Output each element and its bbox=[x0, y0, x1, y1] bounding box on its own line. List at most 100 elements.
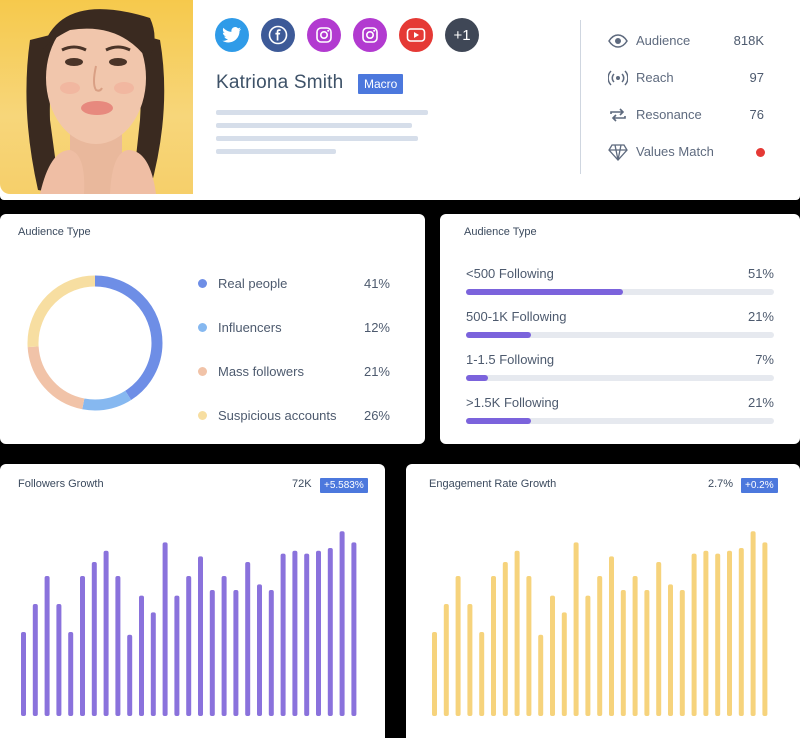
legend-label: Real people bbox=[218, 276, 288, 291]
chart-bar bbox=[292, 550, 298, 716]
twitter-icon[interactable] bbox=[215, 18, 249, 52]
stat-label: Values Match bbox=[636, 144, 714, 159]
profile-photo bbox=[0, 0, 193, 194]
chart-bar bbox=[233, 590, 239, 716]
chart-bar bbox=[316, 550, 321, 716]
following-label: <500 Following bbox=[466, 266, 554, 281]
progress-fill bbox=[466, 418, 531, 424]
chart-bar bbox=[304, 553, 310, 716]
chart-bar bbox=[715, 553, 721, 716]
more-socials-button[interactable]: +1 bbox=[445, 18, 479, 52]
progress-fill bbox=[466, 332, 531, 338]
repeat-icon bbox=[610, 108, 626, 122]
chart-bar bbox=[245, 562, 251, 716]
chart-bar bbox=[597, 576, 603, 716]
placeholder-line bbox=[216, 123, 412, 128]
legend-item-mass-followers: Mass followers 21% bbox=[196, 363, 396, 381]
followers-bar-chart bbox=[21, 531, 357, 716]
profile-card: +1 Katriona Smith Macro Audience 818K Re… bbox=[0, 0, 800, 200]
following-value: 21% bbox=[747, 309, 774, 324]
chart-bar bbox=[198, 556, 203, 716]
chart-bar bbox=[656, 562, 662, 716]
instagram-icon[interactable] bbox=[307, 18, 341, 52]
chart-bar bbox=[32, 604, 38, 716]
chart-bar bbox=[56, 604, 62, 716]
donut-chart bbox=[27, 275, 163, 411]
legend-dot bbox=[198, 323, 207, 332]
following-distribution-card: Audience Type <500 Following 51% 500-1K … bbox=[440, 214, 800, 444]
chart-bar bbox=[103, 550, 109, 716]
stat-reach: Reach 97 bbox=[608, 68, 768, 88]
legend-value: 26% bbox=[363, 408, 390, 423]
chart-bar bbox=[585, 595, 591, 716]
chart-bar bbox=[691, 553, 697, 716]
chart-bar bbox=[502, 562, 508, 716]
change-badge: +0.2% bbox=[741, 478, 778, 493]
chart-bar bbox=[491, 576, 496, 716]
legend-value: 12% bbox=[363, 320, 390, 335]
stat-values-match: Values Match bbox=[608, 142, 768, 162]
card-title: Audience Type bbox=[464, 226, 537, 238]
chart-bar bbox=[526, 576, 532, 716]
chart-bar bbox=[609, 556, 614, 716]
chart-bar bbox=[514, 550, 520, 716]
chart-bar bbox=[644, 590, 650, 716]
following-value: 7% bbox=[755, 352, 774, 367]
instagram-icon[interactable] bbox=[353, 18, 387, 52]
portrait-illustration bbox=[26, 9, 165, 194]
following-row: 1-1.5 Following 7% bbox=[466, 352, 774, 386]
chart-bar bbox=[91, 562, 97, 716]
facebook-icon[interactable] bbox=[261, 18, 295, 52]
change-badge: +5.583% bbox=[320, 478, 368, 493]
progress-track bbox=[466, 332, 774, 338]
progress-fill bbox=[466, 289, 624, 295]
tier-badge: Macro bbox=[358, 74, 404, 94]
card-title: Followers Growth bbox=[18, 478, 104, 490]
chart-bar bbox=[221, 576, 227, 716]
placeholder-line bbox=[216, 136, 418, 141]
legend-dot bbox=[198, 367, 207, 376]
legend-value: 41% bbox=[363, 276, 390, 291]
legend-item-real-people: Real people 41% bbox=[196, 275, 396, 293]
chart-bar bbox=[573, 542, 579, 716]
chart-bar bbox=[432, 632, 437, 716]
legend-label: Suspicious accounts bbox=[218, 408, 337, 423]
chart-bar bbox=[339, 531, 345, 716]
legend-value: 21% bbox=[363, 364, 390, 379]
chart-bar bbox=[738, 548, 744, 716]
stat-value: 818K bbox=[733, 33, 764, 48]
audience-type-card: Audience Type Real people 41% Influencer… bbox=[0, 214, 425, 444]
following-row: >1.5K Following 21% bbox=[466, 395, 774, 429]
stat-label: Reach bbox=[636, 70, 674, 85]
chart-bar bbox=[127, 634, 133, 716]
chart-bar bbox=[479, 632, 485, 716]
status-dot bbox=[756, 148, 765, 157]
chart-bar bbox=[467, 604, 473, 716]
diamond-icon bbox=[608, 144, 628, 161]
stat-label: Audience bbox=[636, 33, 691, 48]
chart-bar bbox=[68, 632, 74, 716]
followers-growth-card: Followers Growth 72K +5.583% bbox=[0, 464, 385, 738]
following-label: 500-1K Following bbox=[466, 309, 567, 324]
chart-bar bbox=[351, 542, 357, 716]
progress-track bbox=[466, 375, 774, 381]
progress-fill bbox=[466, 375, 488, 381]
chart-bar bbox=[727, 550, 732, 716]
influencer-name: Katriona Smith bbox=[216, 72, 344, 93]
chart-bar bbox=[620, 590, 626, 716]
chart-bar bbox=[209, 590, 215, 716]
chart-bar bbox=[44, 576, 50, 716]
following-label: >1.5K Following bbox=[466, 395, 559, 410]
chart-bar bbox=[750, 531, 756, 716]
donut-slice bbox=[27, 275, 163, 411]
youtube-icon[interactable] bbox=[399, 18, 433, 52]
placeholder-line bbox=[216, 110, 428, 115]
following-value: 21% bbox=[747, 395, 774, 410]
metric-value: 72K bbox=[292, 478, 312, 490]
divider bbox=[580, 20, 581, 174]
broadcast-icon bbox=[608, 70, 628, 86]
stat-resonance: Resonance 76 bbox=[608, 105, 768, 125]
chart-bar bbox=[632, 576, 638, 716]
stat-value: 97 bbox=[749, 70, 764, 85]
chart-bar bbox=[668, 584, 673, 716]
